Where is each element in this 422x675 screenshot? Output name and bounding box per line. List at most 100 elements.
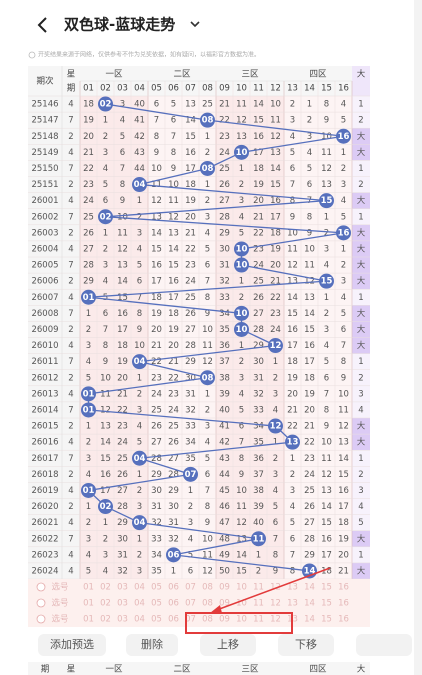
miss-count: 10 — [100, 373, 111, 383]
pick-ball[interactable]: 05 — [151, 615, 162, 625]
pick-ball[interactable]: 11 — [253, 599, 264, 609]
miss-count: 22 — [168, 373, 179, 383]
pick-ball[interactable]: 10 — [236, 599, 247, 609]
cell-bg — [267, 498, 284, 515]
miss-count: 13 — [236, 534, 247, 544]
pick-ball[interactable]: 02 — [100, 583, 111, 593]
cell-bg — [165, 530, 182, 547]
pick-ball[interactable]: 15 — [321, 599, 332, 609]
pick-ball[interactable]: 07 — [185, 615, 196, 625]
pick-ball[interactable]: 08 — [202, 599, 213, 609]
period-cell-bg — [28, 434, 80, 451]
pick-ball[interactable]: 04 — [134, 599, 145, 609]
button[interactable] — [278, 634, 334, 656]
miss-count: 28 — [253, 325, 264, 335]
pick-ball[interactable]: 16 — [338, 599, 349, 609]
pick-ball[interactable]: 03 — [117, 599, 128, 609]
miss-count: 21 — [219, 100, 230, 110]
miss-count: 30 — [168, 502, 179, 512]
title-dropdown[interactable] — [190, 21, 200, 28]
pick-ball[interactable]: 03 — [117, 583, 128, 593]
button[interactable] — [356, 634, 412, 656]
pick-ball[interactable]: 10 — [236, 583, 247, 593]
pick-ball[interactable]: 04 — [134, 583, 145, 593]
pick-ball[interactable]: 05 — [151, 583, 162, 593]
period-cell-bg — [28, 530, 80, 547]
pick-radio[interactable] — [36, 614, 46, 624]
miss-count: 44 — [219, 470, 230, 480]
pick-ball[interactable]: 02 — [100, 599, 111, 609]
button[interactable] — [126, 634, 178, 656]
pick-ball[interactable]: 09 — [219, 599, 230, 609]
pick-ball[interactable]: 06 — [168, 599, 179, 609]
pick-ball[interactable]: 14 — [304, 615, 315, 625]
pick-ball[interactable]: 09 — [219, 583, 230, 593]
pick-ball[interactable]: 13 — [287, 583, 298, 593]
extra-cell-bg — [352, 128, 370, 145]
pick-radio[interactable] — [36, 598, 46, 608]
pick-ball[interactable]: 13 — [287, 599, 298, 609]
pick-ball[interactable]: 07 — [185, 599, 196, 609]
pick-ball[interactable]: 10 — [236, 615, 247, 625]
miss-count: 1 — [103, 518, 108, 528]
pick-ball[interactable]: 01 — [83, 599, 94, 609]
cell-bg — [80, 128, 97, 145]
cell-bg — [318, 434, 335, 451]
cell-bg — [250, 176, 267, 193]
cell-bg — [301, 450, 318, 467]
back-button[interactable] — [37, 17, 47, 33]
cell-bg — [148, 369, 165, 386]
pick-ball[interactable]: 08 — [202, 583, 213, 593]
pick-ball[interactable]: 08 — [202, 615, 213, 625]
pick-ball[interactable]: 15 — [321, 615, 332, 625]
cell-bg — [97, 562, 114, 579]
miss-count: 19 — [83, 116, 94, 126]
period-cell-bg — [28, 321, 80, 338]
pick-ball[interactable]: 02 — [100, 615, 111, 625]
miss-count: 24 — [304, 470, 315, 480]
period: 26015 — [31, 422, 58, 432]
button-label[interactable]: 添加预选 — [50, 637, 94, 651]
cell-bg — [318, 466, 335, 483]
button-label[interactable]: 删除 — [141, 637, 163, 651]
period: 26002 — [31, 212, 58, 222]
pick-ball[interactable]: 04 — [134, 615, 145, 625]
cell-bg — [114, 224, 131, 241]
cell-bg — [97, 546, 114, 563]
pick-ball[interactable]: 07 — [185, 583, 196, 593]
hit-ball — [132, 515, 147, 531]
pick-ball[interactable]: 11 — [253, 583, 264, 593]
pick-ball[interactable]: 16 — [338, 615, 349, 625]
pick-ball[interactable]: 12 — [270, 615, 281, 625]
button-label[interactable]: 上移 — [217, 638, 239, 651]
cell-bg — [131, 482, 148, 499]
cell-bg — [335, 369, 352, 386]
pick-ball[interactable]: 01 — [83, 583, 94, 593]
pick-ball[interactable]: 14 — [304, 583, 315, 593]
pick-ball[interactable]: 15 — [321, 583, 332, 593]
miss-count: 43 — [134, 148, 145, 158]
pick-ball[interactable]: 16 — [338, 583, 349, 593]
pick-ball[interactable]: 14 — [304, 599, 315, 609]
miss-count: 3 — [324, 244, 329, 254]
pick-ball[interactable]: 03 — [117, 615, 128, 625]
button[interactable] — [200, 634, 256, 656]
button[interactable] — [38, 634, 106, 656]
pick-ball[interactable]: 06 — [168, 615, 179, 625]
pick-ball[interactable]: 12 — [270, 599, 281, 609]
pick-ball[interactable]: 06 — [168, 583, 179, 593]
cell-bg — [318, 369, 335, 386]
header-ball: 08 — [202, 84, 213, 94]
pick-row-bg — [28, 595, 370, 611]
cell-bg — [114, 434, 131, 451]
pick-ball[interactable]: 01 — [83, 615, 94, 625]
button-label[interactable]: 下移 — [295, 638, 317, 651]
pick-ball[interactable]: 05 — [151, 599, 162, 609]
extra-value: 1 — [358, 100, 363, 110]
miss-count: 16 — [253, 132, 264, 142]
cell-bg — [301, 224, 318, 241]
pick-ball[interactable]: 11 — [253, 615, 264, 625]
cell-bg — [335, 401, 352, 418]
pick-radio[interactable] — [36, 582, 46, 592]
pick-ball[interactable]: 09 — [219, 615, 230, 625]
